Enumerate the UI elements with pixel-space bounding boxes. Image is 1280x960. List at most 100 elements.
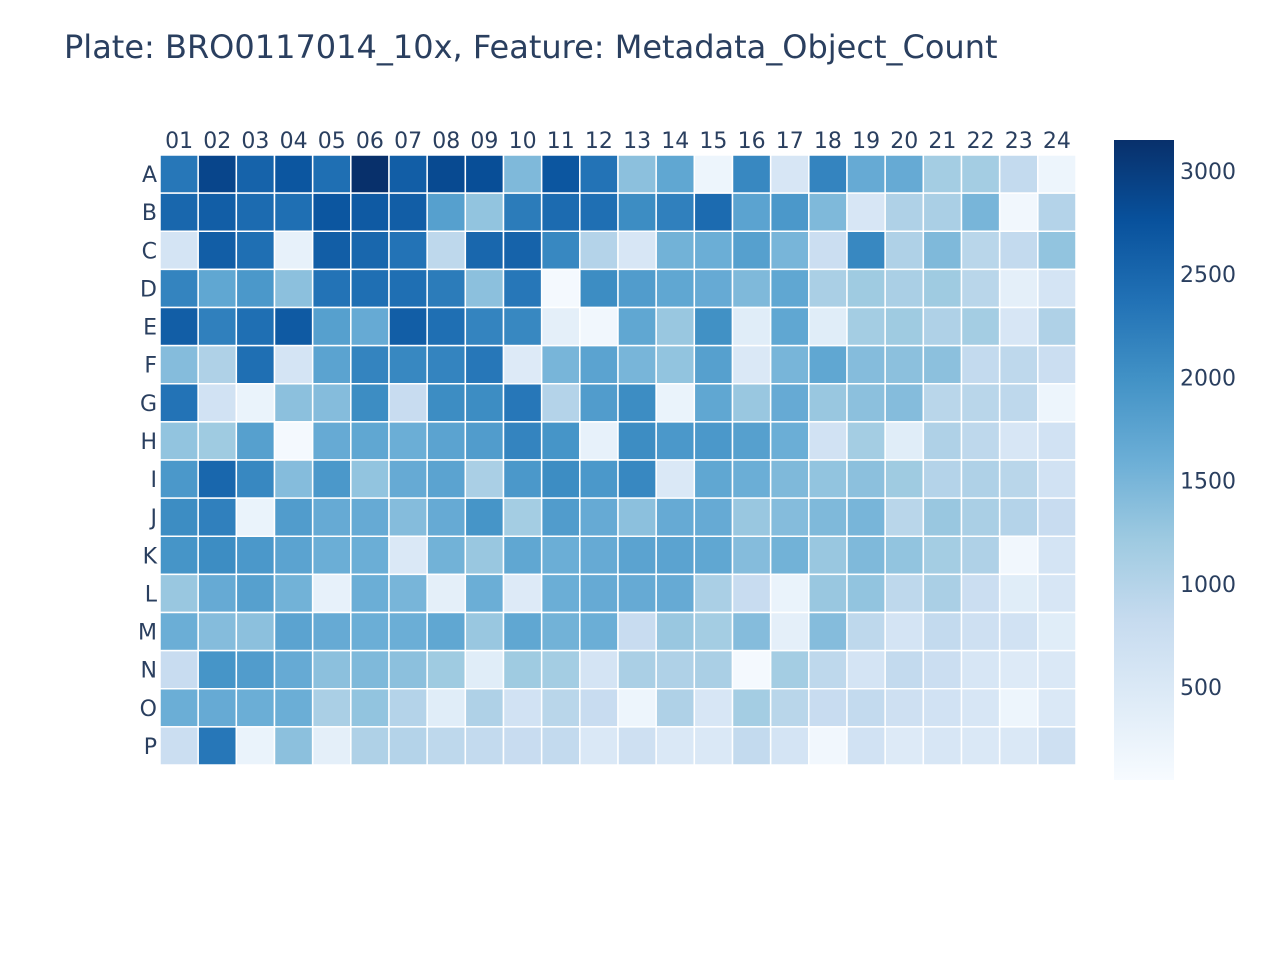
heatmap-cell-K12 <box>579 535 619 576</box>
heatmap-cell-H01 <box>159 421 199 461</box>
heatmap-cell-I21 <box>922 459 963 499</box>
heatmap-cell-I24 <box>1037 459 1077 499</box>
heatmap-cell-O08 <box>426 688 467 728</box>
heatmap-cell-N03 <box>235 649 276 690</box>
heatmap-cell-L05 <box>311 573 352 614</box>
heatmap-cell-D10 <box>502 268 543 309</box>
column-label-04: 04 <box>280 129 308 154</box>
heatmap-cell-F04 <box>273 344 314 385</box>
heatmap-cell-D21 <box>922 268 963 309</box>
heatmap-cell-O04 <box>273 688 314 728</box>
heatmap-cell-E23 <box>998 306 1039 347</box>
heatmap-cell-E16 <box>731 306 772 347</box>
heatmap-cell-P19 <box>846 726 886 766</box>
heatmap-cell-I05 <box>311 459 352 499</box>
heatmap-cell-D11 <box>540 268 581 309</box>
heatmap-cell-N20 <box>884 649 925 690</box>
heatmap-cell-I06 <box>350 459 390 499</box>
heatmap-cell-M11 <box>540 611 581 652</box>
heatmap-cell-M17 <box>769 611 810 652</box>
heatmap-cell-E18 <box>808 306 848 347</box>
heatmap-cell-J03 <box>235 497 276 537</box>
heatmap-cell-B22 <box>960 192 1001 232</box>
heatmap-cell-D04 <box>273 268 314 309</box>
heatmap-cell-L09 <box>464 573 505 614</box>
heatmap-cell-B16 <box>731 192 772 232</box>
heatmap-cell-L22 <box>960 573 1001 614</box>
heatmap-cell-A03 <box>235 154 276 194</box>
heatmap-cell-J18 <box>808 497 848 537</box>
column-label-09: 09 <box>470 129 498 154</box>
heatmap-cell-N17 <box>769 649 810 690</box>
heatmap-cell-A22 <box>960 154 1001 194</box>
heatmap-cell-H11 <box>540 421 581 461</box>
heatmap-cell-G17 <box>769 383 810 423</box>
heatmap-cell-J14 <box>655 497 696 537</box>
column-label-05: 05 <box>318 129 346 154</box>
column-label-01: 01 <box>165 129 193 154</box>
heatmap-cell-P11 <box>540 726 581 766</box>
heatmap-cell-A12 <box>579 154 619 194</box>
heatmap-cell-A11 <box>540 154 581 194</box>
heatmap-cell-F05 <box>311 344 352 385</box>
heatmap-cell-H15 <box>693 421 734 461</box>
heatmap-cell-G06 <box>350 383 390 423</box>
heatmap-cell-P07 <box>388 726 428 766</box>
heatmap-cell-P15 <box>693 726 734 766</box>
heatmap-cell-C09 <box>464 230 505 271</box>
heatmap-cell-N21 <box>922 649 963 690</box>
heatmap-cell-N16 <box>731 649 772 690</box>
heatmap-cell-M19 <box>846 611 886 652</box>
heatmap-cell-P06 <box>350 726 390 766</box>
column-label-18: 18 <box>814 129 842 154</box>
heatmap-cell-F15 <box>693 344 734 385</box>
heatmap-cell-J16 <box>731 497 772 537</box>
heatmap-cell-P12 <box>579 726 619 766</box>
column-label-19: 19 <box>852 129 880 154</box>
heatmap-cell-I03 <box>235 459 276 499</box>
heatmap-cell-A14 <box>655 154 696 194</box>
heatmap-cell-B05 <box>311 192 352 232</box>
heatmap-cell-K15 <box>693 535 734 576</box>
column-label-08: 08 <box>432 129 460 154</box>
heatmap-cell-D06 <box>350 268 390 309</box>
heatmap-cell-F09 <box>464 344 505 385</box>
heatmap-cell-K01 <box>159 535 199 576</box>
heatmap-cell-E12 <box>579 306 619 347</box>
heatmap-cell-P09 <box>464 726 505 766</box>
row-label-D: D <box>140 277 157 302</box>
heatmap-cell-B15 <box>693 192 734 232</box>
heatmap-cell-K22 <box>960 535 1001 576</box>
heatmap-cell-B21 <box>922 192 963 232</box>
heatmap-cell-J06 <box>350 497 390 537</box>
heatmap-cell-M21 <box>922 611 963 652</box>
heatmap-cell-O17 <box>769 688 810 728</box>
heatmap-cell-I22 <box>960 459 1001 499</box>
heatmap-cell-O06 <box>350 688 390 728</box>
heatmap-cell-J02 <box>197 497 238 537</box>
heatmap-cell-O20 <box>884 688 925 728</box>
heatmap-cell-C20 <box>884 230 925 271</box>
heatmap-cell-F02 <box>197 344 238 385</box>
heatmap-cell-P14 <box>655 726 696 766</box>
heatmap-cell-N09 <box>464 649 505 690</box>
heatmap-cell-F11 <box>540 344 581 385</box>
heatmap-cell-K07 <box>388 535 428 576</box>
heatmap-cell-E17 <box>769 306 810 347</box>
heatmap-cell-J05 <box>311 497 352 537</box>
heatmap-cell-J11 <box>540 497 581 537</box>
heatmap-cell-F08 <box>426 344 467 385</box>
heatmap-cell-N01 <box>159 649 199 690</box>
colorbar-tick-2000: 2000 <box>1180 366 1236 391</box>
heatmap-cell-H10 <box>502 421 543 461</box>
heatmap-cell-M24 <box>1037 611 1077 652</box>
heatmap-cell-B03 <box>235 192 276 232</box>
heatmap-cell-O01 <box>159 688 199 728</box>
heatmap-cell-J24 <box>1037 497 1077 537</box>
heatmap-cell-A21 <box>922 154 963 194</box>
heatmap-cell-O24 <box>1037 688 1077 728</box>
column-label-02: 02 <box>203 129 231 154</box>
heatmap-cell-K23 <box>998 535 1039 576</box>
heatmap-cell-H05 <box>311 421 352 461</box>
heatmap-cell-G15 <box>693 383 734 423</box>
